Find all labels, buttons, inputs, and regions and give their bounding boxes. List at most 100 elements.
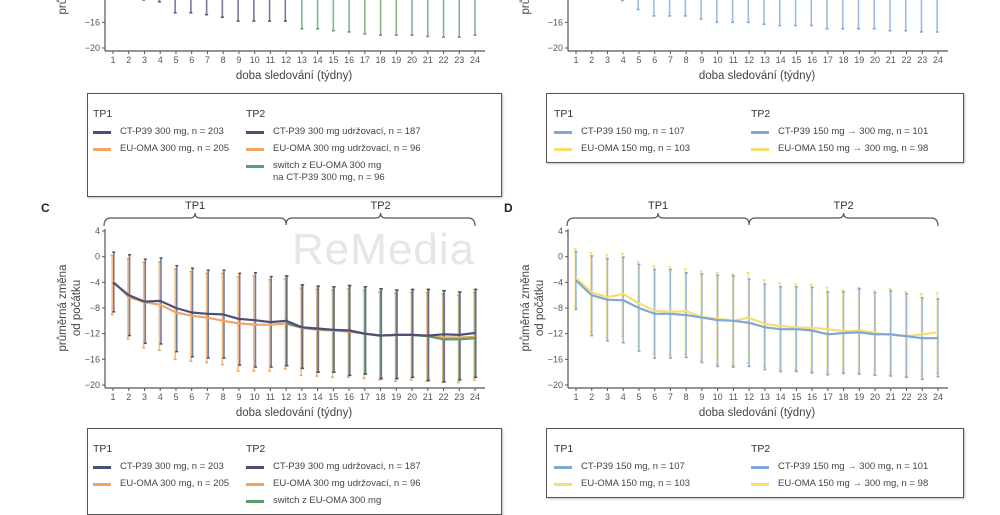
x-tick-label: 20 (407, 392, 417, 402)
x-tick-label: 5 (173, 55, 178, 65)
legend-group: TP1 CT-P39 300 mg, n = 203 EU-OMA 300 mg, … (93, 443, 229, 495)
y-tick-label: −4 (553, 277, 563, 287)
x-tick-label: 14 (776, 392, 786, 402)
legend-item: CT-P39 150 mg → 300 mg, n = 101 (751, 461, 928, 473)
legend-label: CT-P39 150 mg, n = 107 (581, 126, 685, 137)
y-axis-label-line: průměrná změna (57, 0, 69, 14)
legend-label: CT-P39 300 mg, n = 203 (120, 126, 224, 137)
legend-item: EU-OMA 150 mg → 300 mg, n = 98 (751, 143, 928, 155)
legend-item: EU-OMA 300 mg udržovací, n = 96 (246, 478, 421, 490)
legend-group: TP2 CT-P39 150 mg → 300 mg, n = 101 EU-OMA… (751, 108, 928, 160)
legend-group-title: TP2 (751, 443, 771, 455)
x-tick-label: 2 (126, 392, 131, 402)
legend-swatch (246, 165, 264, 168)
x-tick-label: 4 (158, 392, 163, 402)
legend-swatch (554, 148, 572, 151)
x-tick-label: 24 (470, 55, 480, 65)
y-tick-label: −8 (90, 303, 100, 313)
legend-group-title: TP1 (554, 108, 574, 120)
x-tick-label: 21 (886, 55, 896, 65)
legend-swatch (246, 500, 264, 503)
x-tick-label: 4 (158, 55, 163, 65)
x-tick-label: 19 (391, 392, 401, 402)
x-tick-label: 17 (360, 55, 370, 65)
legend-label: EU-OMA 150 mg, n = 103 (581, 478, 691, 489)
y-tick-label: −12 (85, 0, 100, 2)
y-axis-label-line: průměrná změna (57, 264, 69, 352)
legend-label: CT-P39 150 mg → 300 mg, n = 101 (778, 461, 929, 472)
x-axis-label: doba sledování (týdny) (236, 70, 353, 82)
x-tick-label: 6 (652, 55, 657, 65)
x-tick-label: 14 (313, 392, 323, 402)
legend-group-title: TP2 (246, 443, 266, 455)
x-tick-label: 8 (221, 55, 226, 65)
x-tick-label: 1 (573, 55, 578, 65)
figure-canvas: 40−4−8−12−16−201234567891011121314151617… (41, 0, 948, 419)
x-tick-label: 19 (854, 392, 864, 402)
x-tick-label: 4 (621, 55, 626, 65)
x-tick-label: 19 (854, 55, 864, 65)
y-tick-label: −4 (90, 277, 100, 287)
x-tick-label: 6 (189, 392, 194, 402)
y-axis-label-line: průměrná změna (520, 264, 532, 352)
y-tick-label: 4 (95, 226, 100, 236)
panel-top-right: 40−4−8−12−16−201234567891011121314151617… (520, 0, 948, 82)
x-tick-label: 23 (917, 392, 927, 402)
series-line (575, 279, 938, 340)
x-tick-label: 18 (839, 55, 849, 65)
plot-area (110, 251, 478, 384)
y-tick-label: −20 (548, 43, 563, 53)
legend-item: EU-OMA 300 mg, n = 205 (93, 478, 229, 490)
legend-group: TP2 CT-P39 150 mg → 300 mg, n = 101 EU-OMA… (751, 443, 928, 495)
y-tick-label: −16 (85, 17, 100, 27)
x-tick-label: 5 (173, 392, 178, 402)
legend-label: EU-OMA 300 mg udržovací, n = 96 (273, 478, 421, 489)
x-tick-label: 12 (281, 55, 291, 65)
legend-swatch (554, 131, 572, 134)
legend-swatch (554, 466, 572, 469)
legend-group-title: TP1 (93, 108, 113, 120)
x-tick-label: 10 (713, 392, 723, 402)
x-tick-label: 16 (807, 55, 817, 65)
legend-swatch (246, 483, 264, 486)
x-tick-label: 22 (902, 55, 912, 65)
plot-area (573, 248, 940, 380)
x-tick-label: 8 (684, 392, 689, 402)
x-tick-label: 16 (344, 392, 354, 402)
legend-D: TP1 CT-P39 150 mg, n = 107 EU-OMA 150 mg, … (546, 428, 964, 498)
legend-label: EU-OMA 300 mg, n = 205 (120, 143, 230, 154)
y-tick-label: 4 (558, 226, 563, 236)
legend-label: CT-P39 300 mg udržovací, n = 187 (273, 126, 421, 137)
x-tick-label: 9 (699, 392, 704, 402)
x-tick-label: 22 (439, 55, 449, 65)
x-tick-label: 23 (454, 392, 464, 402)
legend-item: EU-OMA 300 mg, n = 205 (93, 143, 229, 155)
x-tick-label: 18 (839, 392, 849, 402)
y-axis-label-line: od počátku (534, 280, 546, 336)
legend-label: EU-OMA 150 mg → 300 mg, n = 98 (778, 478, 929, 489)
x-tick-label: 3 (605, 392, 610, 402)
x-tick-label: 10 (250, 55, 260, 65)
x-tick-label: 10 (250, 392, 260, 402)
legend-item: CT-P39 150 mg, n = 107 (554, 126, 690, 138)
x-tick-label: 7 (205, 55, 210, 65)
legend-group: TP1 CT-P39 300 mg, n = 203 EU-OMA 300 mg, … (93, 108, 229, 160)
legend-group-title: TP1 (93, 443, 113, 455)
legend-group: TP1 CT-P39 150 mg, n = 107 EU-OMA 150 mg, … (554, 108, 690, 160)
legend-item: CT-P39 300 mg, n = 203 (93, 461, 229, 473)
legend-item: EU-OMA 150 mg → 300 mg, n = 98 (751, 478, 928, 490)
x-tick-label: 24 (933, 392, 943, 402)
y-tick-label: −12 (548, 329, 563, 339)
legend-swatch (93, 466, 111, 469)
x-tick-label: 12 (281, 392, 291, 402)
series-line (112, 280, 476, 339)
x-tick-label: 23 (917, 55, 927, 65)
x-tick-label: 3 (142, 392, 147, 402)
x-tick-label: 24 (470, 392, 480, 402)
x-tick-label: 3 (142, 55, 147, 65)
x-tick-label: 11 (729, 55, 738, 65)
x-tick-label: 13 (297, 55, 307, 65)
x-tick-label: 20 (870, 55, 880, 65)
